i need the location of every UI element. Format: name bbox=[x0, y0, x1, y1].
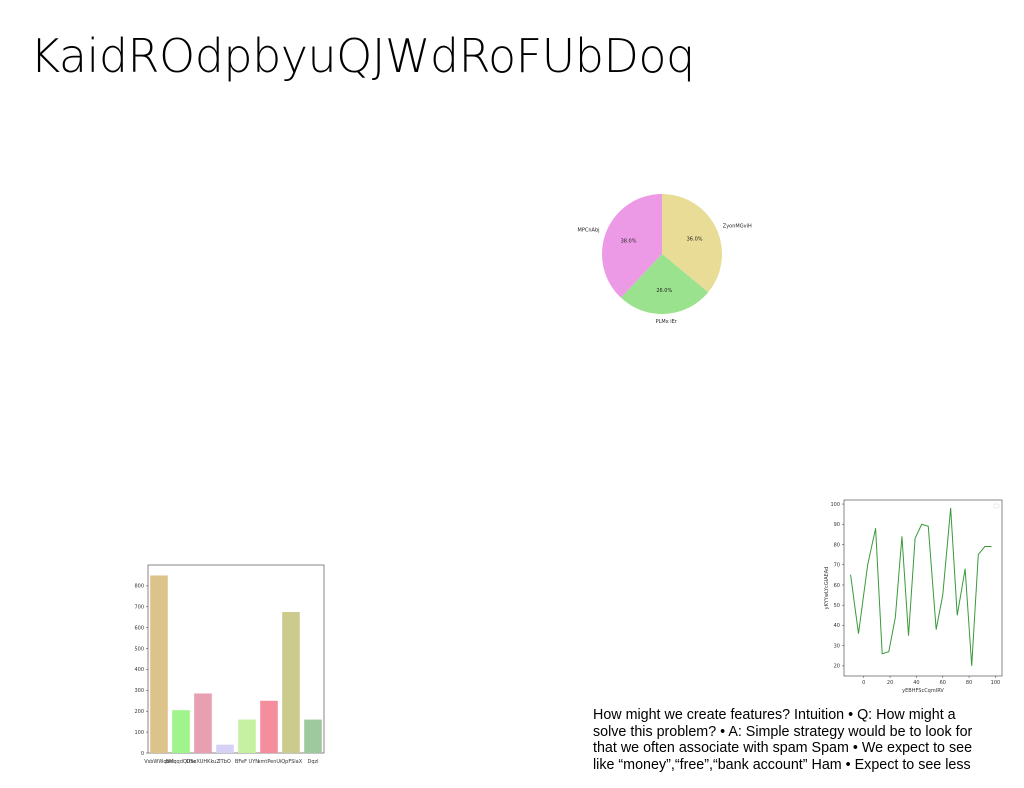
body-line: How might we create features? Intuition … bbox=[593, 707, 956, 723]
bar-category-label: iQpFSlaX bbox=[280, 759, 303, 765]
bar bbox=[238, 719, 256, 753]
bar-y-tick-label: 500 bbox=[134, 646, 144, 652]
line-plot-frame bbox=[843, 499, 1003, 677]
bar-y-tick-label: 100 bbox=[134, 730, 144, 736]
bar-y-tick-label: 0 bbox=[141, 751, 144, 757]
line-y-tick-label: 60 bbox=[834, 583, 840, 589]
bar-plot-frame bbox=[147, 564, 325, 754]
bar-category-label: DSeXUHKkuZ bbox=[186, 759, 220, 765]
line-x-tick-label: 60 bbox=[940, 680, 946, 686]
line-point bbox=[858, 633, 859, 634]
body-line: like “money”,“free”,“bank account” Ham •… bbox=[593, 756, 971, 773]
line-point bbox=[978, 554, 979, 555]
line-chart: 20 30 40 50 60 70 80 90 100 0 20 40 60 80 100 yEBHFScCq… bbox=[824, 499, 1003, 694]
bar-y-tick-label: 300 bbox=[134, 688, 144, 694]
pie-value-label: 36.0% bbox=[687, 237, 703, 243]
line-point bbox=[950, 507, 951, 509]
line-point bbox=[875, 528, 876, 529]
line-y-tick-label: 50 bbox=[834, 603, 840, 609]
line-x-tick-label: 100 bbox=[991, 680, 1001, 686]
line-y-axis-label: yKYYwLYcGIAEAd bbox=[824, 567, 830, 610]
bar bbox=[216, 744, 234, 753]
pie-category-label: ZyonMGviH bbox=[723, 223, 752, 229]
pie-value-label: 26.0% bbox=[656, 288, 672, 294]
line-x-axis-label: yEBHFScCqmIRV bbox=[902, 688, 944, 694]
bar-y-tick-label: 700 bbox=[134, 605, 144, 611]
slide-body-text: How might we create features? Intuition … bbox=[593, 707, 1021, 773]
bar bbox=[260, 700, 278, 753]
bar bbox=[150, 575, 168, 753]
line-point bbox=[850, 574, 851, 576]
line-series bbox=[850, 508, 992, 666]
pie-category-label: MPCnAbj bbox=[578, 227, 600, 233]
bar-y-tick-label: 200 bbox=[134, 709, 144, 715]
line-point bbox=[867, 564, 868, 566]
slide-title: KaidROdpbyuQJWdRoFUbDoq bbox=[30, 29, 695, 83]
line-point bbox=[901, 536, 903, 537]
line-point bbox=[984, 546, 986, 547]
bar-y-tick-label: 600 bbox=[134, 625, 144, 631]
line-y-tick-label: 90 bbox=[834, 522, 840, 528]
legend-box bbox=[993, 503, 1000, 509]
line-point bbox=[991, 546, 992, 547]
line-y-tick-label: 40 bbox=[834, 623, 840, 629]
line-x-tick-label: 20 bbox=[887, 680, 893, 686]
pie-slice bbox=[602, 194, 662, 298]
line-point bbox=[895, 617, 896, 618]
line-y-tick-label: 20 bbox=[834, 664, 840, 670]
bar-category-label: smtPenU bbox=[258, 759, 281, 765]
bar bbox=[172, 710, 190, 753]
bar-category-label: BMqqdQUhc bbox=[166, 759, 197, 765]
pie-category-label: PLMx iEr bbox=[656, 319, 678, 325]
bar bbox=[304, 719, 322, 753]
line-point bbox=[888, 651, 890, 653]
line-y-tick-label: 80 bbox=[834, 542, 840, 548]
line-y-tick-label: 30 bbox=[834, 643, 840, 649]
pie-chart: 36.0% ZyonMGviH 26.0% PLMx iEr 38.0% MPCnAbj bbox=[578, 194, 752, 325]
pie-value-label: 38.0% bbox=[621, 239, 637, 245]
bar bbox=[194, 693, 212, 753]
line-x-tick-label: 80 bbox=[966, 680, 972, 686]
line-point bbox=[914, 538, 916, 539]
line-point bbox=[942, 594, 944, 596]
line-y-tick-label: 70 bbox=[834, 563, 840, 569]
pie-slice bbox=[662, 194, 722, 293]
line-point bbox=[956, 615, 958, 616]
bar bbox=[282, 612, 300, 753]
line-point bbox=[881, 653, 883, 655]
line-point bbox=[921, 523, 922, 525]
body-line: solve this problem? • A: Simple strategy… bbox=[593, 723, 973, 740]
line-point bbox=[927, 525, 929, 527]
bar-category-label: ITbO bbox=[219, 759, 231, 765]
line-point bbox=[908, 635, 909, 636]
bar-y-tick-label: 400 bbox=[134, 667, 144, 673]
line-point bbox=[964, 568, 966, 570]
line-x-tick-label: 40 bbox=[913, 680, 919, 686]
line-x-tick-label: 0 bbox=[862, 680, 865, 686]
body-line: that we often associate with spam Spam •… bbox=[593, 740, 973, 756]
line-point bbox=[971, 665, 973, 667]
bar-y-tick-label: 800 bbox=[134, 584, 144, 590]
line-y-tick-label: 100 bbox=[830, 502, 840, 508]
bar-category-label: BFeF UYN bbox=[235, 759, 259, 765]
bar-category-label: VsbWWqoxi bbox=[144, 759, 174, 765]
bar-category-label: Dqzl bbox=[307, 759, 318, 765]
pie-slice bbox=[620, 254, 709, 314]
bar-chart: 0 100 200 300 400 500 600 700 800 VsbWWqoxiBMqqdQ… bbox=[134, 564, 325, 765]
line-point bbox=[935, 629, 937, 630]
